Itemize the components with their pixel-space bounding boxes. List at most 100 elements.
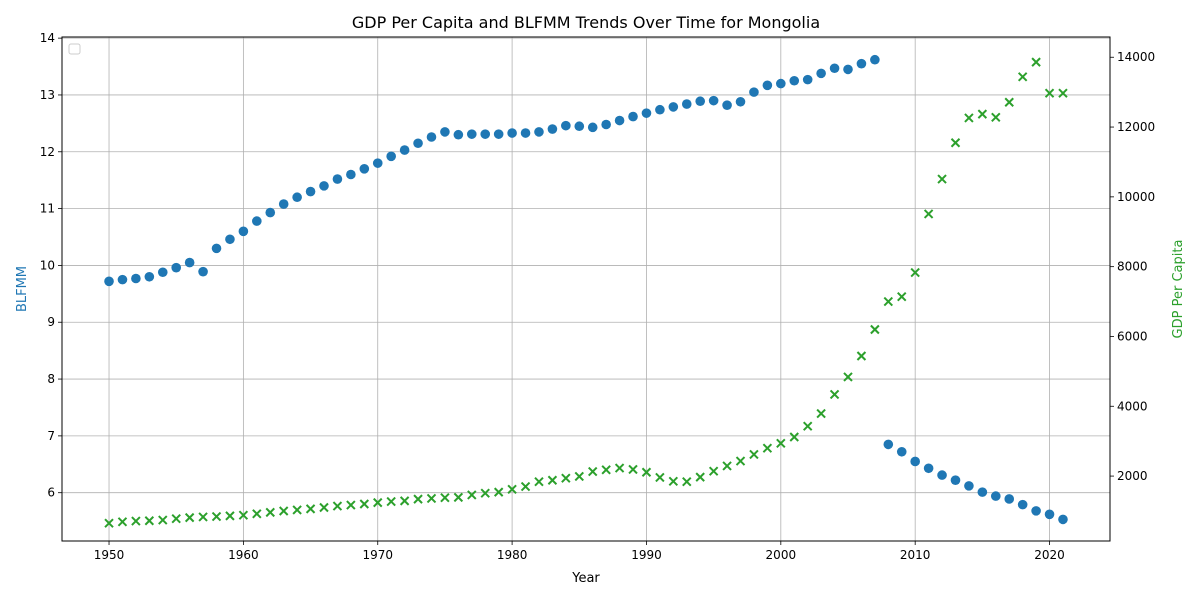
blfmm-point [225, 234, 235, 245]
blfmm-point [1017, 499, 1028, 510]
gdp-point-stroke [628, 464, 638, 475]
gdp-point [695, 472, 705, 482]
gdp-point [305, 504, 316, 514]
left-y-tick-label: 6 [47, 486, 55, 500]
blfmm-point [346, 169, 356, 180]
gdp-point-stroke [964, 113, 974, 123]
gdp-point-stroke [480, 488, 490, 498]
gdp-point-stroke [252, 509, 262, 519]
gdp-point-stroke [762, 443, 773, 453]
left-y-tick-label: 7 [47, 429, 55, 443]
blfmm-point [440, 127, 450, 137]
blfmm-point [802, 74, 813, 85]
gdp-point [776, 438, 786, 448]
blfmm-point [628, 111, 638, 122]
right-y-tick-label: 8000 [1117, 260, 1148, 274]
gdp-point-stroke [547, 475, 558, 485]
gdp-point-stroke [184, 512, 195, 523]
blfmm-point [990, 491, 1001, 501]
x-tick-label: 1970 [362, 548, 393, 562]
blfmm-point [977, 487, 988, 497]
gdp-point [507, 484, 517, 495]
gdp-point [574, 471, 584, 482]
gdp-point-stroke [923, 209, 934, 219]
blfmm-point [883, 439, 894, 450]
gdp-point-stroke [749, 449, 759, 460]
blfmm-point [735, 96, 746, 107]
gdp-point [1017, 72, 1028, 82]
gdp-point [238, 510, 249, 520]
gdp-point [198, 512, 208, 522]
gdp-point-stroke [225, 511, 235, 521]
gdp-point [923, 209, 934, 219]
blfmm-point [278, 199, 289, 209]
gdp-point [682, 476, 692, 487]
blfmm-point [762, 80, 773, 91]
gdp-point-stroke [507, 484, 517, 495]
x-tick-label: 1960 [228, 548, 259, 562]
blfmm-point [238, 226, 249, 237]
gdp-point [641, 467, 652, 477]
blfmm-point [292, 192, 302, 203]
x-axis-label: Year [571, 571, 600, 586]
blfmm-point [372, 158, 383, 168]
gdp-point [332, 501, 343, 511]
legend-box [68, 43, 81, 55]
blfmm-point [520, 128, 531, 138]
gdp-point-stroke [695, 472, 705, 482]
gdp-point [843, 372, 853, 382]
data-marks [104, 54, 1068, 528]
blfmm-point [1031, 506, 1041, 516]
gdp-point-stroke [588, 466, 598, 477]
gdp-point [131, 516, 141, 526]
blfmm-point [319, 181, 329, 191]
gdp-point [910, 267, 920, 278]
gdp-point [977, 109, 988, 119]
blfmm-point [144, 271, 155, 282]
blfmm-point [843, 64, 853, 75]
gdp-point-stroke [641, 467, 652, 477]
gdp-point-stroke [601, 465, 611, 475]
blfmm-point [131, 273, 141, 284]
left-y-tick-label: 11 [40, 202, 55, 216]
blfmm-point [1004, 494, 1015, 504]
gdp-point [117, 517, 128, 527]
gdp-point [520, 481, 531, 492]
gdp-point-stroke [708, 466, 719, 476]
blfmm-point [480, 129, 491, 139]
gdp-point-stroke [467, 490, 477, 500]
gdp-point [211, 511, 222, 522]
gdp-point [950, 138, 961, 148]
gdp-point-stroke [117, 517, 128, 527]
gdp-point-stroke [843, 372, 853, 382]
gdp-point-stroke [346, 500, 356, 510]
gdp-point-stroke [910, 267, 920, 278]
left-y-tick-label: 13 [40, 88, 55, 102]
blfmm-point [816, 68, 826, 79]
gdp-point-stroke [534, 476, 544, 487]
gdp-point-stroke [319, 502, 329, 513]
gdp-point [655, 472, 665, 483]
gdp-point-stroke [305, 504, 316, 514]
gdp-point [722, 461, 732, 471]
gdp-point-stroke [211, 511, 222, 522]
gdp-point [373, 497, 383, 508]
blfmm-point [252, 216, 262, 226]
blfmm-point [896, 446, 907, 457]
left-y-axis-label: BLFMM [15, 266, 30, 312]
x-tick-label: 1980 [497, 548, 528, 562]
blfmm-point [157, 267, 168, 278]
gdp-point [628, 464, 638, 475]
gdp-point [1058, 88, 1068, 98]
gdp-point-stroke [359, 499, 370, 509]
gdp-point [453, 492, 464, 503]
blfmm-point [493, 129, 504, 139]
gdp-point [802, 421, 813, 431]
gdp-point-stroke [332, 501, 343, 511]
gdp-point-stroke [292, 505, 302, 515]
gdp-point-stroke [722, 461, 732, 471]
x-tick-label: 1990 [631, 548, 662, 562]
blfmm-point [211, 243, 222, 254]
gdp-point-stroke [977, 109, 988, 119]
gdp-point-stroke [1031, 57, 1041, 67]
